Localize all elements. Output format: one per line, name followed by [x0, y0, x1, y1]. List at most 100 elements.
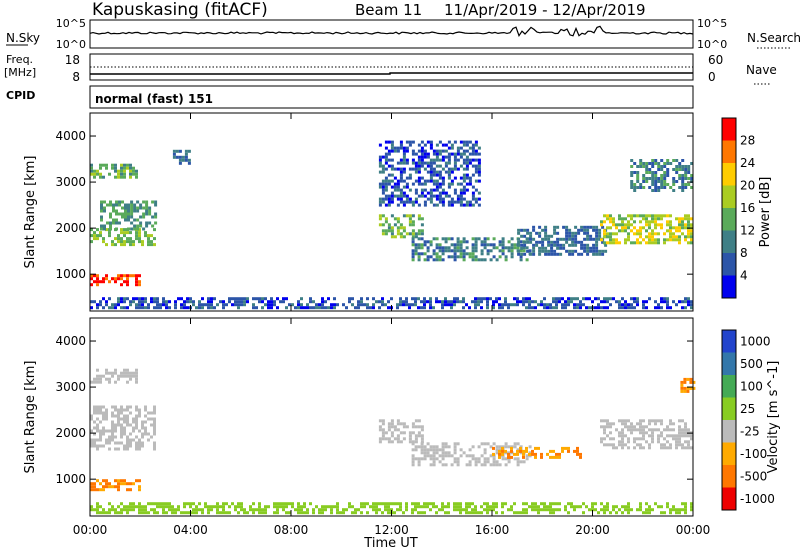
data-cell: [381, 229, 385, 233]
data-cell: [108, 234, 111, 238]
data-cell: [402, 179, 406, 183]
data-cell: [339, 511, 342, 515]
data-cell: [420, 223, 424, 227]
data-cell: [654, 171, 658, 174]
data-cell: [100, 224, 103, 228]
data-cell: [420, 146, 424, 150]
data-cell: [207, 303, 210, 307]
data-cell: [534, 300, 537, 304]
data-cell: [100, 206, 103, 210]
data-cell: [123, 243, 126, 247]
data-cell: [150, 411, 153, 415]
data-cell: [562, 243, 566, 247]
data-cell: [231, 502, 234, 506]
freq-tick-bottom: 8: [72, 70, 80, 84]
data-cell: [96, 274, 99, 278]
data-cell: [498, 240, 502, 244]
data-cell: [129, 508, 132, 512]
data-cell: [687, 446, 690, 450]
data-cell: [447, 176, 451, 180]
data-cell: [576, 446, 579, 450]
data-cell: [432, 252, 436, 256]
data-cell: [519, 240, 523, 244]
data-cell: [315, 505, 318, 509]
data-cell: [90, 306, 93, 310]
data-cell: [684, 183, 688, 186]
data-cell: [429, 194, 433, 198]
data-cell: [462, 158, 466, 162]
data-cell: [150, 423, 153, 427]
data-cell: [501, 502, 504, 506]
data-cell: [121, 212, 124, 216]
data-cell: [174, 306, 177, 310]
data-cell: [381, 223, 385, 227]
data-cell: [624, 434, 627, 438]
data-cell: [187, 158, 191, 162]
data-cell: [609, 425, 612, 429]
data-cell: [123, 175, 126, 179]
data-cell: [426, 255, 430, 259]
data-cell: [312, 508, 315, 512]
data-cell: [135, 280, 138, 284]
data-cell: [681, 226, 684, 230]
data-cell: [684, 434, 687, 438]
data-cell: [372, 502, 375, 506]
data-cell: [417, 161, 421, 165]
data-cell: [402, 203, 406, 207]
data-cell: [381, 434, 385, 438]
data-cell: [408, 173, 412, 177]
data-cell: [541, 237, 545, 241]
data-cell: [198, 508, 201, 512]
data-cell: [459, 505, 462, 509]
data-cell: [513, 511, 516, 515]
data-cell: [672, 189, 676, 192]
data-cell: [672, 437, 675, 441]
data-cell: [471, 173, 475, 177]
data-cell: [153, 447, 156, 451]
data-cell: [184, 155, 188, 159]
data-cell: [474, 249, 478, 253]
data-cell: [453, 191, 457, 195]
data-cell: [153, 417, 156, 421]
data-cell: [135, 277, 138, 281]
data-cell: [109, 203, 112, 207]
data-cell: [411, 249, 415, 253]
data-cell: [129, 432, 132, 436]
data-cell: [462, 451, 466, 455]
data-cell: [552, 455, 555, 459]
data-cell: [612, 220, 615, 224]
data-cell: [459, 197, 463, 201]
data-cell: [441, 203, 445, 207]
data-cell: [483, 297, 486, 301]
data-cell: [538, 252, 542, 256]
colorbar-segment: [722, 465, 736, 488]
data-cell: [172, 149, 176, 153]
data-cell: [459, 448, 463, 452]
data-cell: [589, 234, 593, 238]
data-cell: [132, 371, 135, 375]
data-cell: [411, 161, 415, 165]
data-cell: [606, 425, 609, 429]
data-cell: [129, 175, 132, 179]
data-cell: [111, 432, 114, 436]
nave-tick-bottom: 0: [708, 70, 716, 84]
data-cell: [477, 203, 481, 207]
data-cell: [129, 505, 132, 509]
data-cell: [144, 306, 147, 310]
data-cell: [123, 300, 126, 304]
data-cell: [586, 243, 590, 247]
data-cell: [142, 200, 146, 204]
data-cell: [561, 306, 564, 310]
data-cell: [390, 502, 393, 506]
data-cell: [474, 511, 477, 515]
data-cell: [393, 235, 397, 239]
data-cell: [639, 235, 642, 239]
data-cell: [624, 508, 627, 512]
data-cell: [138, 479, 141, 483]
data-cell: [663, 297, 666, 301]
data-cell: [510, 508, 513, 512]
data-cell: [396, 303, 399, 307]
data-cell: [577, 240, 581, 244]
data-cell: [432, 188, 436, 192]
